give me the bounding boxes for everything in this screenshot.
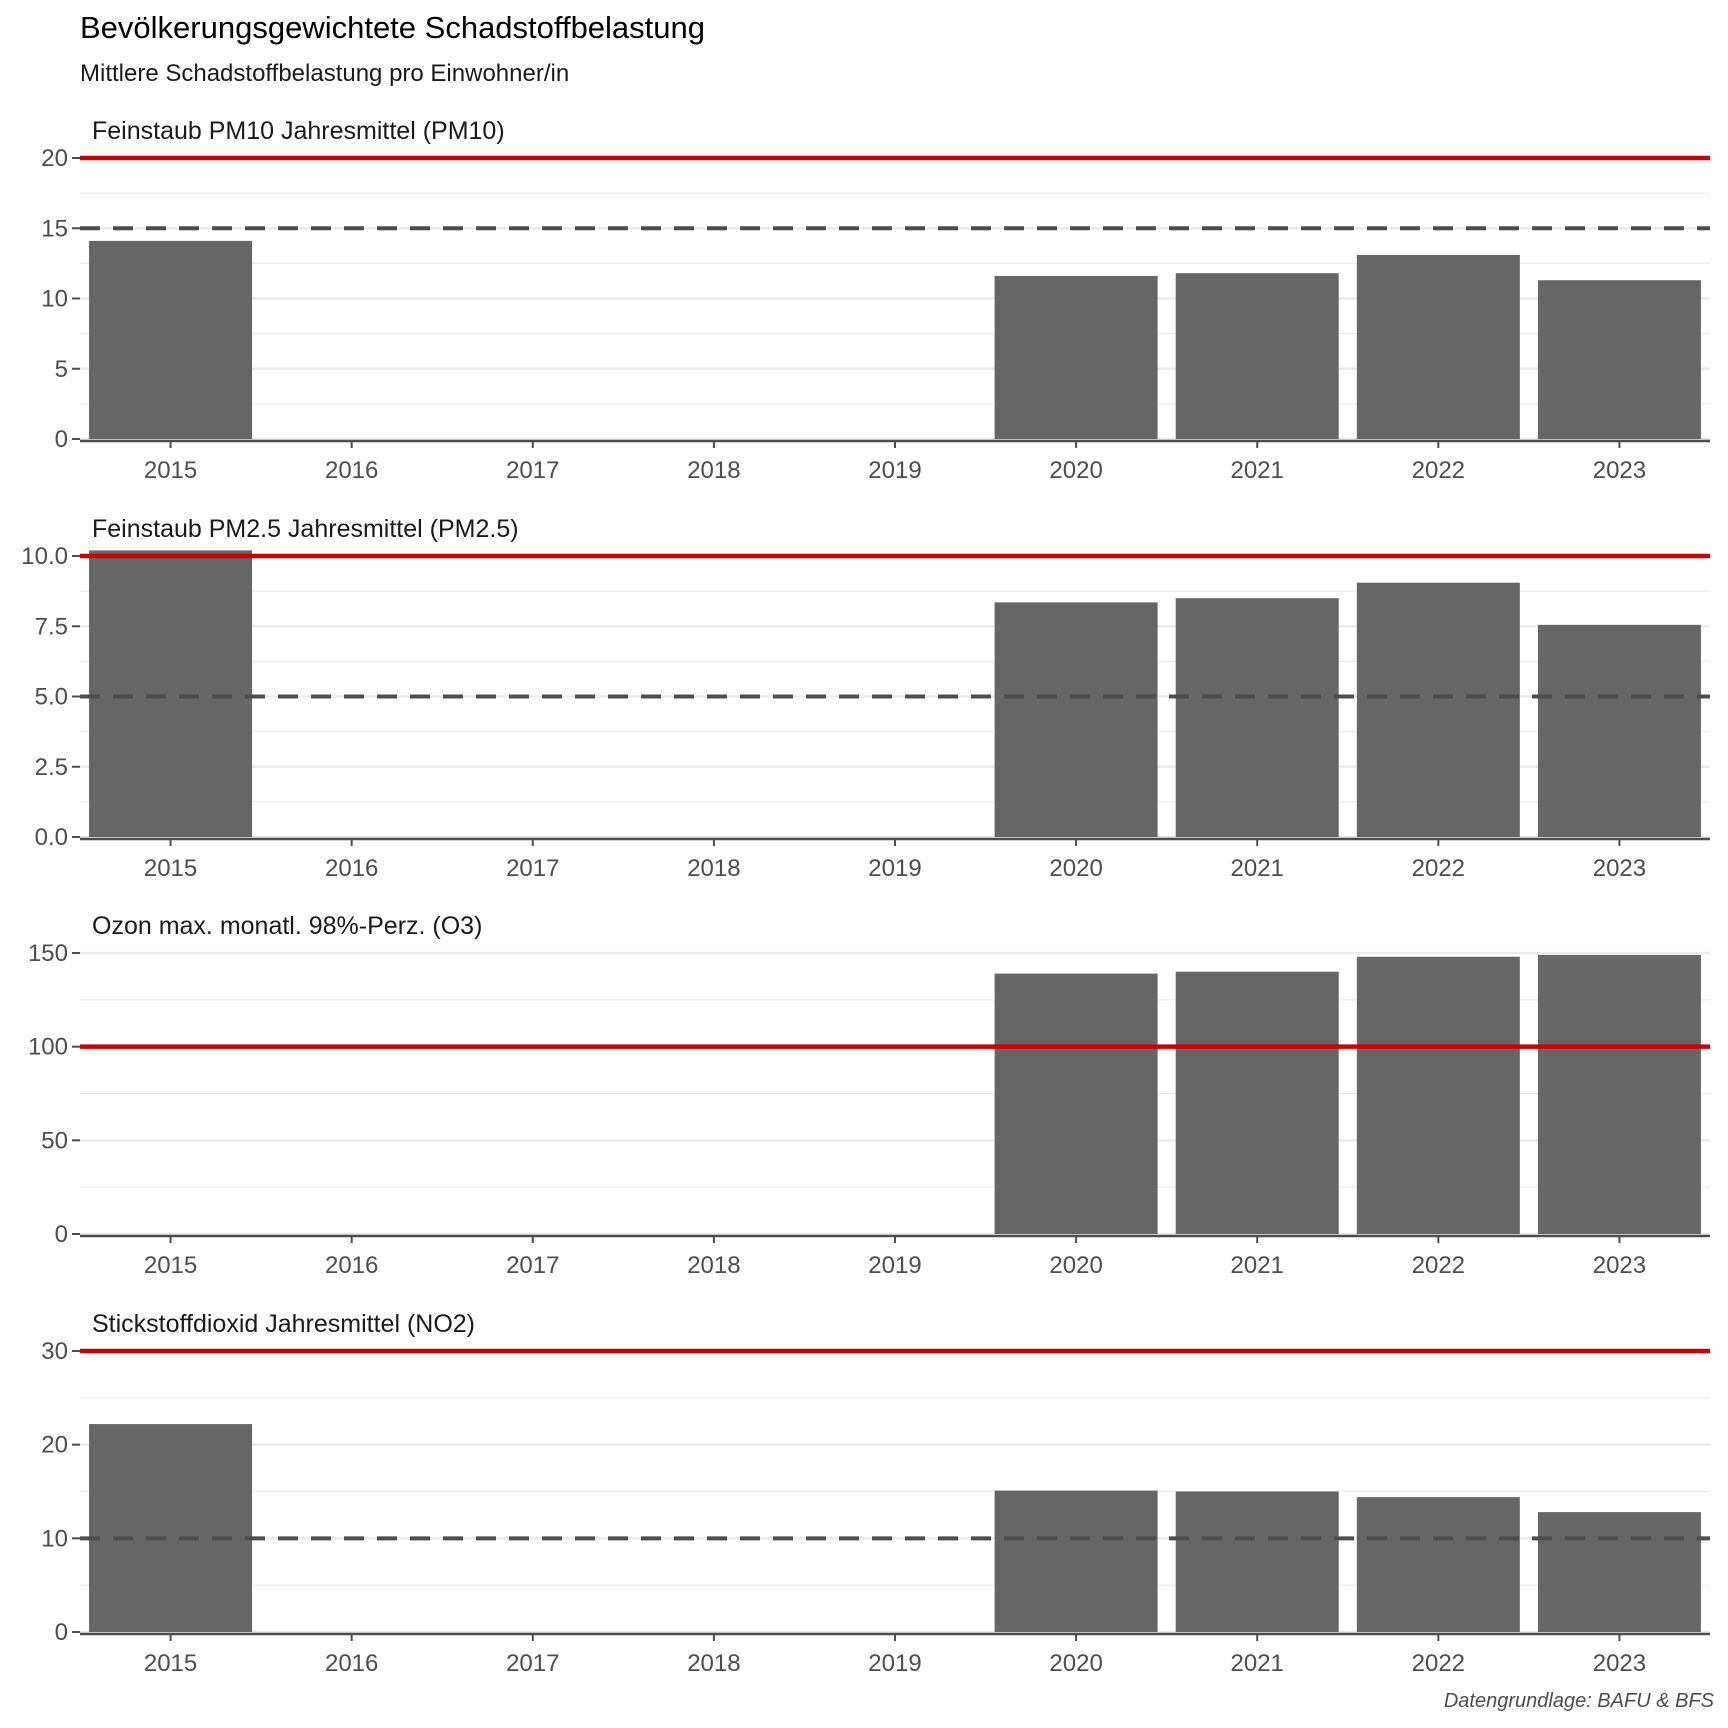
- y-tick-label: 0.0: [35, 824, 68, 851]
- data-source-caption: Datengrundlage: BAFU & BFS: [1443, 1690, 1714, 1712]
- x-tick-label: 2017: [506, 1252, 559, 1279]
- bar-2020: [994, 973, 1158, 1234]
- x-tick-label: 2016: [325, 1650, 378, 1677]
- y-tick-label: 10.0: [21, 543, 68, 570]
- facet-panel-2: Feinstaub PM2.5 Jahresmittel (PM2.5) 0.0 2…: [21, 515, 1710, 882]
- x-tick-label: 2019: [868, 457, 921, 484]
- facet-panel-4: Stickstoffdioxid Jahresmittel (NO2) 0 10 20…: [41, 1310, 1710, 1677]
- x-tick-label: 2021: [1231, 855, 1284, 882]
- chart-title: Bevölkerungsgewichtete Schadstoffbelastu…: [80, 10, 706, 45]
- y-tick-label: 2.5: [35, 754, 68, 781]
- x-tick-label: 2015: [144, 1252, 197, 1279]
- y-tick-label: 0: [55, 1221, 68, 1248]
- x-tick-label: 2020: [1049, 457, 1102, 484]
- x-tick-label: 2019: [868, 1252, 921, 1279]
- x-tick-label: 2015: [144, 1650, 197, 1677]
- bar-2022: [1356, 956, 1520, 1234]
- y-tick-label: 20: [41, 1432, 68, 1459]
- x-tick-label: 2023: [1593, 855, 1646, 882]
- bar-2015: [89, 550, 253, 837]
- x-tick-label: 2017: [506, 855, 559, 882]
- y-tick-label: 50: [41, 1127, 68, 1154]
- y-tick-label: 30: [41, 1338, 68, 1365]
- y-tick-label: 7.5: [35, 613, 68, 640]
- y-tick-label: 10: [41, 286, 68, 313]
- x-tick-label: 2020: [1049, 855, 1102, 882]
- x-tick-label: 2019: [868, 1650, 921, 1677]
- x-tick-label: 2016: [325, 855, 378, 882]
- x-tick-label: 2022: [1412, 1252, 1465, 1279]
- x-tick-label: 2018: [687, 1650, 740, 1677]
- bar-2023: [1537, 280, 1701, 439]
- bar-2015: [89, 240, 253, 439]
- bar-2020: [994, 1490, 1158, 1632]
- x-tick-label: 2016: [325, 1252, 378, 1279]
- x-tick-label: 2017: [506, 457, 559, 484]
- bar-2020: [994, 602, 1158, 837]
- facet-title: Feinstaub PM10 Jahresmittel (PM10): [92, 117, 505, 145]
- facet-panel-1: Feinstaub PM10 Jahresmittel (PM10) 0 5 10 15…: [41, 117, 1710, 484]
- y-tick-label: 20: [41, 145, 68, 172]
- y-tick-label: 5: [55, 356, 68, 383]
- x-tick-label: 2023: [1593, 1252, 1646, 1279]
- y-tick-label: 150: [28, 940, 68, 967]
- x-tick-label: 2016: [325, 457, 378, 484]
- facet-title: Ozon max. monatl. 98%-Perz. (O3): [92, 912, 482, 940]
- bar-2021: [1175, 598, 1339, 837]
- x-tick-label: 2021: [1231, 457, 1284, 484]
- x-tick-label: 2018: [687, 1252, 740, 1279]
- x-tick-label: 2023: [1593, 1650, 1646, 1677]
- facet-title: Stickstoffdioxid Jahresmittel (NO2): [92, 1310, 475, 1338]
- x-tick-label: 2018: [687, 855, 740, 882]
- x-tick-label: 2019: [868, 855, 921, 882]
- bar-2023: [1537, 1512, 1701, 1632]
- y-tick-label: 10: [41, 1525, 68, 1552]
- bar-2015: [89, 1424, 253, 1632]
- bar-2022: [1356, 582, 1520, 837]
- x-tick-label: 2022: [1412, 1650, 1465, 1677]
- x-tick-label: 2015: [144, 457, 197, 484]
- facet-panel-3: Ozon max. monatl. 98%-Perz. (O3) 0 50 100 15…: [28, 912, 1710, 1279]
- bar-2022: [1356, 254, 1520, 439]
- y-tick-label: 0: [55, 1619, 68, 1646]
- bar-2021: [1175, 1491, 1339, 1632]
- bar-2023: [1537, 954, 1701, 1234]
- x-tick-label: 2022: [1412, 457, 1465, 484]
- bar-2023: [1537, 624, 1701, 837]
- y-tick-label: 15: [41, 215, 68, 242]
- y-tick-label: 0: [55, 426, 68, 453]
- y-tick-label: 5.0: [35, 684, 68, 711]
- x-tick-label: 2022: [1412, 855, 1465, 882]
- x-tick-label: 2015: [144, 855, 197, 882]
- x-tick-label: 2021: [1231, 1650, 1284, 1677]
- x-tick-label: 2020: [1049, 1252, 1102, 1279]
- bar-2021: [1175, 273, 1339, 439]
- y-tick-label: 100: [28, 1034, 68, 1061]
- facet-title: Feinstaub PM2.5 Jahresmittel (PM2.5): [92, 515, 519, 543]
- x-tick-label: 2017: [506, 1650, 559, 1677]
- x-tick-label: 2021: [1231, 1252, 1284, 1279]
- x-tick-label: 2020: [1049, 1650, 1102, 1677]
- x-tick-label: 2018: [687, 457, 740, 484]
- bar-2020: [994, 276, 1158, 439]
- bar-2021: [1175, 971, 1339, 1234]
- bar-2022: [1356, 1497, 1520, 1632]
- chart-subtitle: Mittlere Schadstoffbelastung pro Einwohn…: [80, 60, 570, 87]
- x-tick-label: 2023: [1593, 457, 1646, 484]
